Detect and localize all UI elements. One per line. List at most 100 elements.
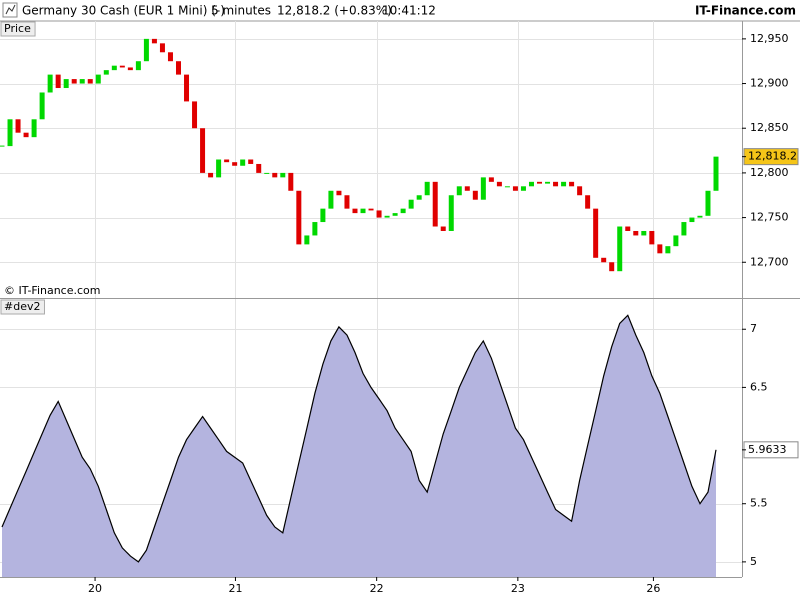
area-line [1,314,717,563]
candle-body [71,79,77,84]
candle-body [95,74,101,84]
candle-body [537,181,543,184]
candle-body [328,190,334,209]
panel: 5 5.5 6.5 7 [0,299,768,577]
candle-body [593,208,599,258]
candle-body [488,177,494,182]
candle-body [63,79,69,89]
candle-body [657,244,663,254]
panel-title: #dev2 [4,300,40,313]
candle-body [561,181,567,187]
candle-body [31,119,37,138]
candle-body [400,208,406,214]
candle-body [23,132,29,138]
candle-body [585,195,591,209]
candle-body [649,230,655,245]
panel: 12,700 12,750 12,800 12,850 12,900 12,950 [0,21,789,298]
candle-body [689,217,695,223]
candle-body [360,208,366,214]
candle-body [352,208,358,214]
candle-body [15,119,21,133]
candle-body [344,195,350,209]
candle-body [496,181,502,187]
candle-body [288,172,294,191]
candle-body [167,52,173,62]
candle-body [424,181,430,196]
candle-body [376,210,382,218]
y-tick-label: 5 [750,555,757,568]
candle-body [103,70,109,75]
candle-body [304,235,310,245]
candle-body [240,159,246,166]
panel-title-box [0,299,45,315]
candle-body [440,226,446,231]
candle-body [216,159,222,178]
area-fill [2,315,716,577]
candle-body [256,163,262,173]
candle-body [665,246,671,254]
candle-body [432,181,438,227]
x-tick-label: 26 [646,582,660,595]
candle-body [111,65,117,71]
candle-body [127,67,133,71]
quote: 12,818.2 (+0.83%) [277,4,392,18]
candle-body [248,159,254,164]
candle-body [408,199,414,209]
candle-body [0,145,5,147]
x-tick-label: 23 [511,582,525,595]
x-tick-label: 22 [370,582,384,595]
candle-body [553,181,559,187]
candle-body [625,226,631,231]
candle-body [175,61,181,75]
candle-body [320,208,326,223]
candle-body [143,38,149,62]
copyright: © IT-Finance.com [4,284,101,297]
candle-body [456,186,462,196]
candle-body [135,61,141,71]
candle-body [464,186,470,191]
instrument: Germany 30 Cash (EUR 1 Mini) (-) [22,4,225,18]
y-tick-label: 12,800 [750,166,789,179]
y-tick-label: 12,850 [750,121,789,134]
panel-title: Price [4,22,31,35]
candle-body [272,172,278,178]
candle-body [119,65,125,68]
candle-body [47,74,53,93]
header-bar [0,0,800,21]
candle-body [617,226,623,272]
candle-body [504,186,510,188]
candle-body [79,79,85,84]
candle-body [673,235,679,247]
time: 10:41:12 [382,4,436,18]
y-tick-label: 7 [750,322,757,335]
candle-body [280,172,286,178]
candle-body [39,92,45,120]
candle-body [336,190,342,196]
candle-body [151,38,157,44]
panel-title-box [0,21,36,37]
candle-body [184,74,190,102]
y-tick-label: 6.5 [750,380,768,393]
candle-body [609,262,615,272]
candle-body [87,79,93,84]
candle-body [705,190,711,216]
candle-body [208,172,214,178]
x-tick-label: 21 [228,582,242,595]
candle-body [601,257,607,263]
candle-body [312,222,318,236]
y-tick-label: 5.5 [750,497,768,510]
interval: 5 minutes [211,4,271,18]
candle-body [232,162,238,166]
candle-body [520,186,526,191]
candle-body [713,156,719,191]
candle-body [480,177,486,200]
candle-body [392,213,398,216]
brand: IT-Finance.com [695,4,796,18]
candle-body [641,230,647,236]
last-value-label: 5.9633 [748,443,787,456]
candle-body [159,43,165,53]
candle-body [416,195,422,200]
candle-body [368,208,374,211]
candle-body [472,190,478,200]
